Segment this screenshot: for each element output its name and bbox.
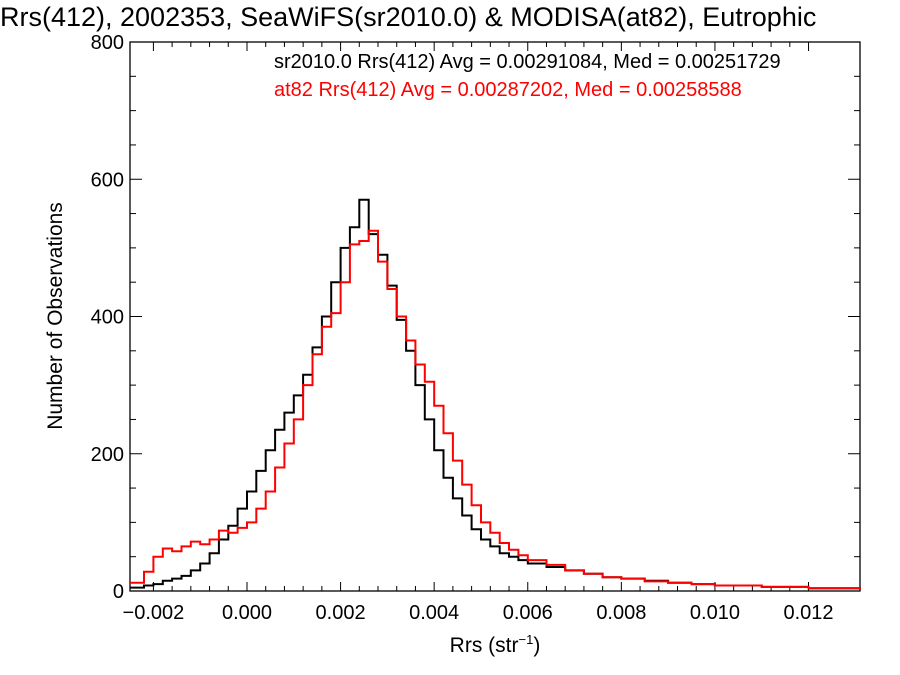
x-axis-label-end: ) bbox=[533, 634, 540, 657]
y-tick-label: 400 bbox=[91, 307, 124, 329]
x-tick-label: 0.012 bbox=[783, 602, 833, 624]
y-axis-label: Number of Observations bbox=[44, 202, 67, 430]
x-tick-label: 0.000 bbox=[222, 602, 272, 624]
y-tick-label: 600 bbox=[91, 169, 124, 191]
y-axis-ticks: 0 200 400 600 800 bbox=[91, 32, 860, 603]
series-layer bbox=[130, 198, 861, 590]
x-axis-label-superscript: −1 bbox=[519, 632, 534, 647]
chart-title: Rrs(412), 2002353, SeaWiFS(sr2010.0) & M… bbox=[0, 2, 816, 32]
y-tick-label: 200 bbox=[91, 444, 124, 466]
x-tick-label: 0.008 bbox=[596, 602, 646, 624]
x-tick-label: 0.006 bbox=[503, 602, 553, 624]
x-tick-label: −0.002 bbox=[123, 602, 185, 624]
x-tick-label: 0.010 bbox=[690, 602, 740, 624]
x-tick-label: 0.002 bbox=[316, 602, 366, 624]
legend-entry-at82: at82 Rrs(412) Avg = 0.00287202, Med = 0.… bbox=[274, 79, 742, 101]
series-at82-line bbox=[130, 229, 861, 590]
x-axis-label: Rrs (str−1) bbox=[450, 632, 541, 657]
y-tick-label: 0 bbox=[113, 581, 124, 603]
series-sr2010-line bbox=[130, 198, 861, 590]
x-tick-label: 0.004 bbox=[409, 602, 459, 624]
y-tick-label: 800 bbox=[91, 32, 124, 54]
x-axis-ticks: −0.002 0.000 0.002 0.004 0.006 0.008 0.010 0.01… bbox=[123, 42, 834, 624]
legend-entry-sr2010: sr2010.0 Rrs(412) Avg = 0.00291084, Med … bbox=[274, 51, 781, 73]
x-axis-label-main: Rrs (str bbox=[450, 634, 519, 657]
